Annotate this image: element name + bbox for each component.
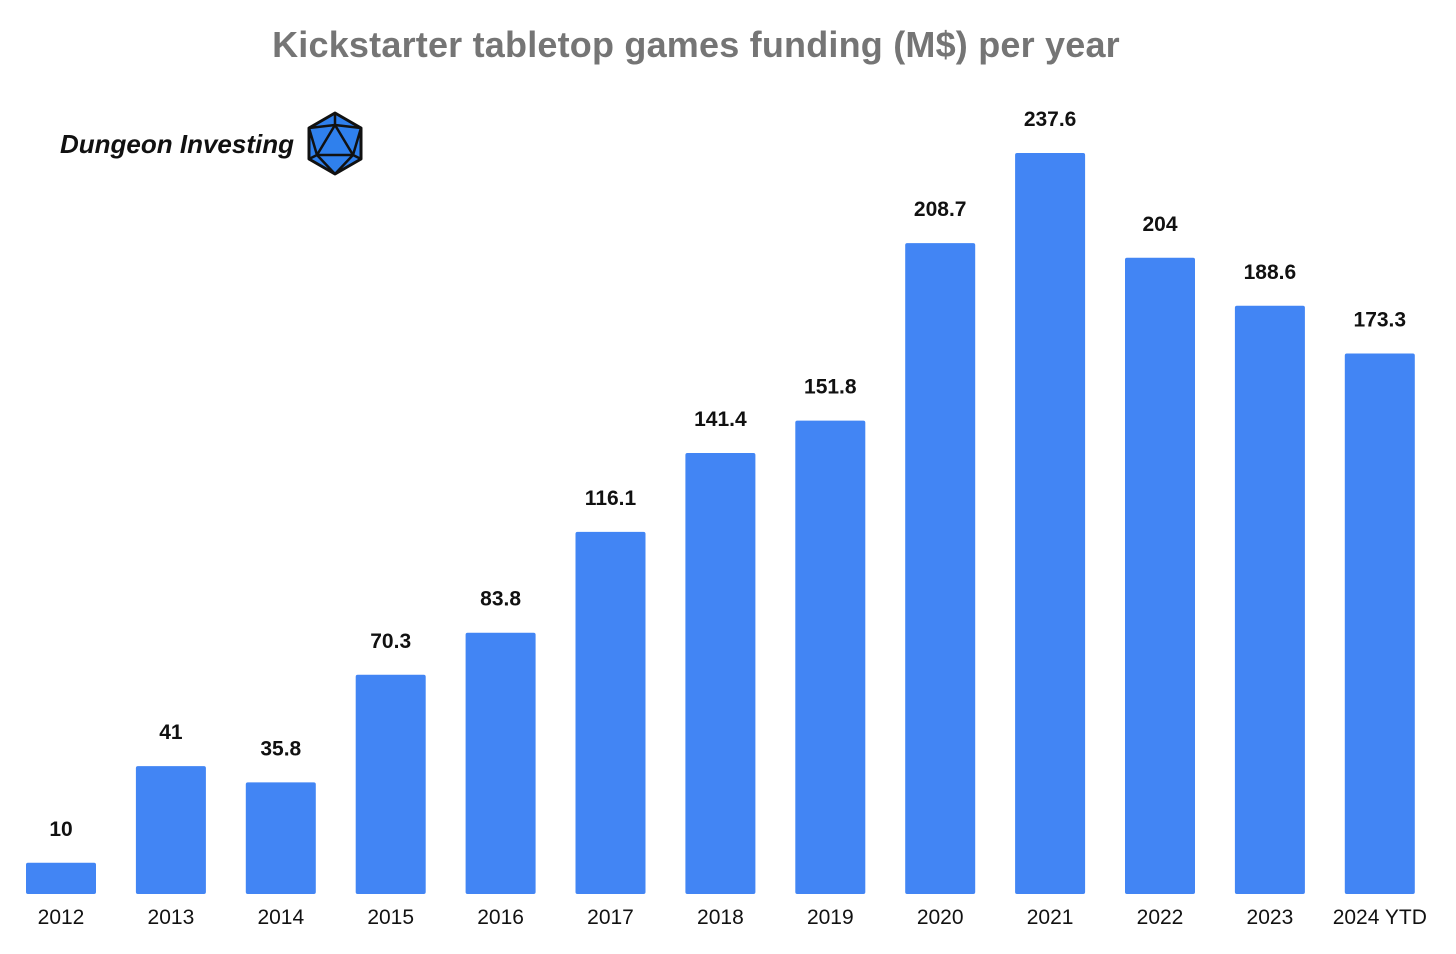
bar-2016 (465, 632, 536, 894)
bar-2012 (26, 862, 96, 894)
x-tick-label-2019: 2019 (807, 906, 854, 929)
x-tick-label-2021: 2021 (1027, 906, 1074, 929)
x-tick-label-2020: 2020 (917, 906, 964, 929)
data-label-2014: 35.8 (260, 737, 301, 760)
data-label-2019: 151.8 (804, 376, 857, 399)
data-label-2022: 204 (1142, 213, 1177, 236)
x-tick-label-2013: 2013 (148, 906, 195, 929)
x-tick-label-2024-ytd: 2024 YTD (1333, 906, 1427, 929)
d20-dice-icon (307, 111, 363, 176)
x-tick-labels-layer: 2012 2013 2014 2015 2016 2017 2018 2019 2020 2021… (38, 906, 1427, 929)
data-label-2013: 41 (159, 721, 183, 744)
bar-2013 (135, 766, 206, 894)
bar-2022 (1125, 257, 1195, 894)
data-label-2020: 208.7 (914, 198, 967, 221)
bar-2020 (905, 243, 976, 895)
bar-2019 (795, 420, 866, 894)
bar-2023 (1234, 305, 1305, 894)
x-tick-label-2023: 2023 (1247, 906, 1294, 929)
data-label-2016: 83.8 (480, 588, 521, 611)
bars-layer (26, 153, 1415, 895)
data-label-2018: 141.4 (694, 408, 747, 431)
x-tick-label-2014: 2014 (257, 906, 304, 929)
data-label-2023: 188.6 (1244, 261, 1297, 284)
value-labels-layer: 10 41 35.8 70.3 83.8 116.1 141.4 151.8 208.7 237.… (49, 108, 1406, 841)
x-tick-label-2017: 2017 (587, 906, 634, 929)
data-label-2017: 116.1 (585, 487, 637, 510)
brand-name: Dungeon Investing (60, 128, 294, 159)
data-label-2012: 10 (49, 818, 72, 841)
bar-2015 (355, 674, 426, 894)
x-tick-label-2016: 2016 (477, 906, 524, 929)
x-tick-label-2018: 2018 (697, 906, 744, 929)
bar-2018 (685, 453, 756, 894)
x-tick-label-2015: 2015 (367, 906, 414, 929)
brand-watermark: Dungeon Investing (60, 110, 364, 178)
bar-2017 (575, 531, 646, 894)
data-label-2021: 237.6 (1024, 108, 1077, 131)
bar-2021 (1015, 153, 1086, 894)
x-tick-label-2012: 2012 (38, 906, 85, 929)
x-tick-label-2022: 2022 (1137, 906, 1184, 929)
chart-title: Kickstarter tabletop games funding (M$) … (272, 24, 1120, 65)
data-label-2015: 70.3 (370, 630, 411, 653)
data-label-2024-ytd: 173.3 (1354, 309, 1407, 332)
bar-2024-ytd (1344, 353, 1415, 894)
bar-2014 (245, 782, 316, 894)
